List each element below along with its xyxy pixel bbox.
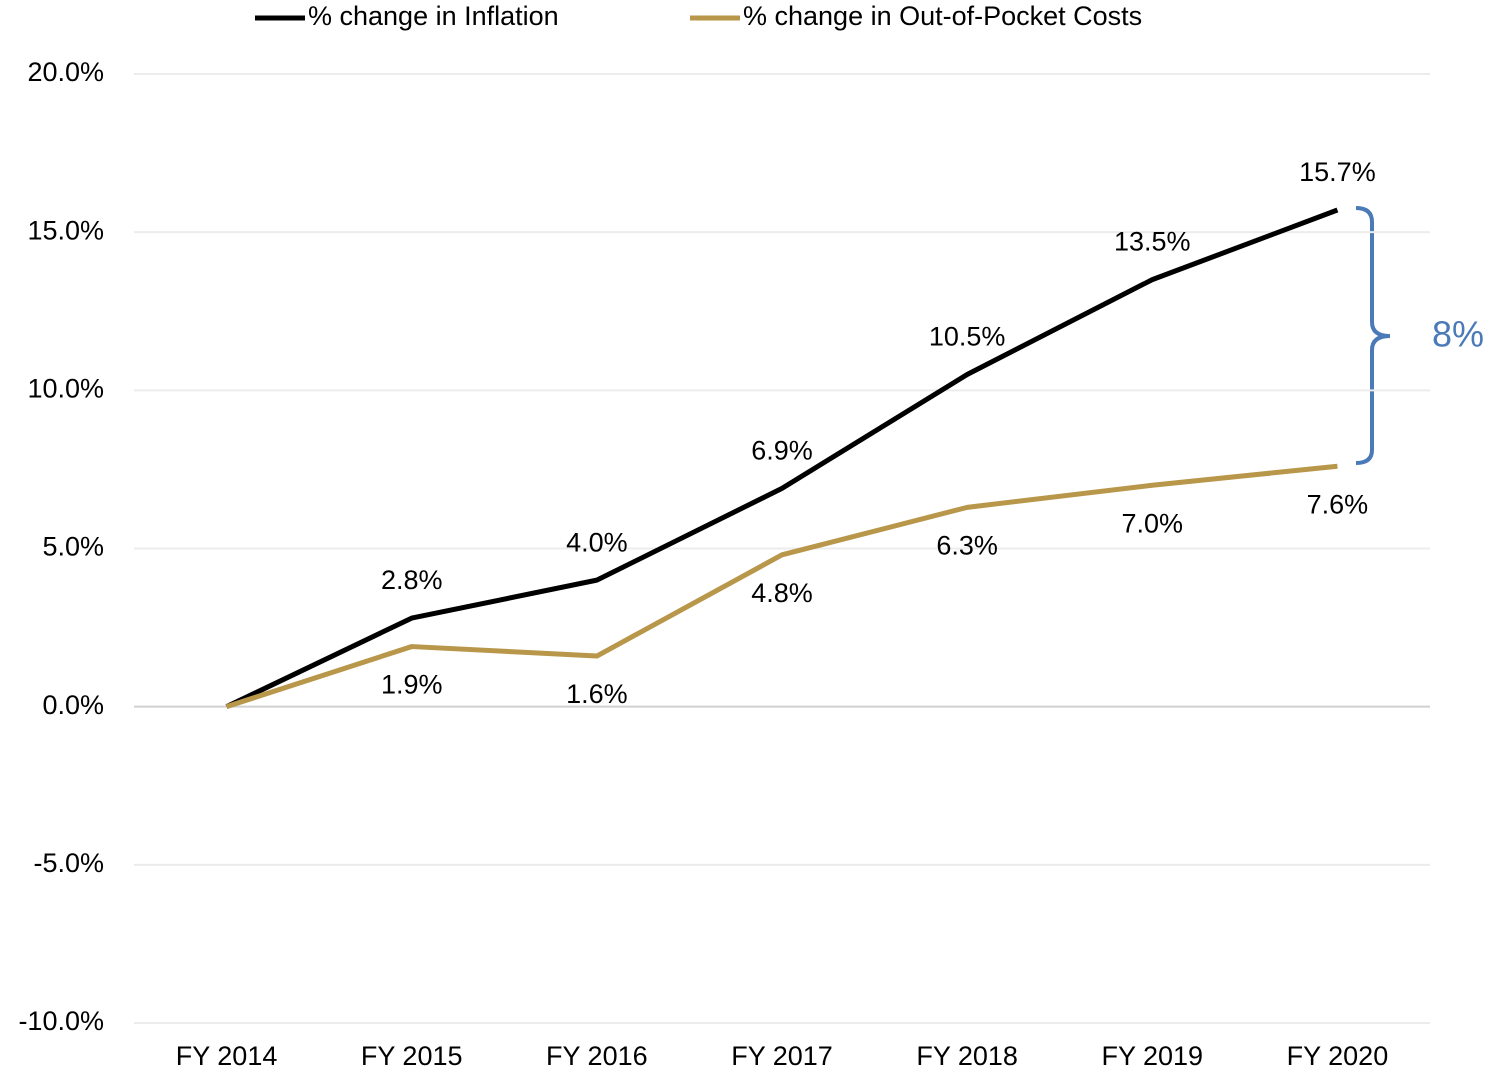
data-label: 1.9%: [381, 670, 443, 700]
x-tick-label: FY 2015: [361, 1041, 463, 1071]
x-tick-label: FY 2016: [546, 1041, 648, 1071]
x-tick-label: FY 2014: [176, 1041, 278, 1071]
series-line: [225, 463, 1338, 710]
data-label: 2.8%: [381, 565, 443, 595]
legend-label: % change in Inflation: [308, 1, 559, 31]
y-tick-label: -10.0%: [18, 1006, 104, 1036]
y-tick-label: 15.0%: [27, 215, 104, 245]
data-label: 1.6%: [566, 679, 628, 709]
data-label: 7.6%: [1307, 489, 1369, 519]
legend-label: % change in Out-of-Pocket Costs: [743, 1, 1142, 31]
bracket: [1355, 206, 1391, 465]
data-label: 4.0%: [566, 527, 628, 557]
x-tick-label: FY 2019: [1101, 1041, 1203, 1071]
y-tick-label: 0.0%: [42, 690, 104, 720]
y-tick-label: 10.0%: [27, 373, 104, 403]
data-label: 10.5%: [929, 322, 1006, 352]
y-tick-label: -5.0%: [33, 848, 104, 878]
data-label: 7.0%: [1122, 508, 1184, 538]
annotation: 8%: [1432, 314, 1484, 355]
x-tick-label: FY 2020: [1287, 1041, 1389, 1071]
data-label: 15.7%: [1299, 157, 1376, 187]
x-tick-label: FY 2017: [731, 1041, 833, 1071]
x-tick-label: FY 2018: [916, 1041, 1018, 1071]
data-label: 6.9%: [751, 436, 813, 466]
y-tick-label: 5.0%: [42, 532, 104, 562]
series-line: [225, 207, 1339, 709]
data-label: 4.8%: [751, 578, 813, 608]
data-label: 13.5%: [1114, 227, 1191, 257]
y-tick-label: 20.0%: [27, 57, 104, 87]
data-label: 6.3%: [936, 531, 998, 561]
